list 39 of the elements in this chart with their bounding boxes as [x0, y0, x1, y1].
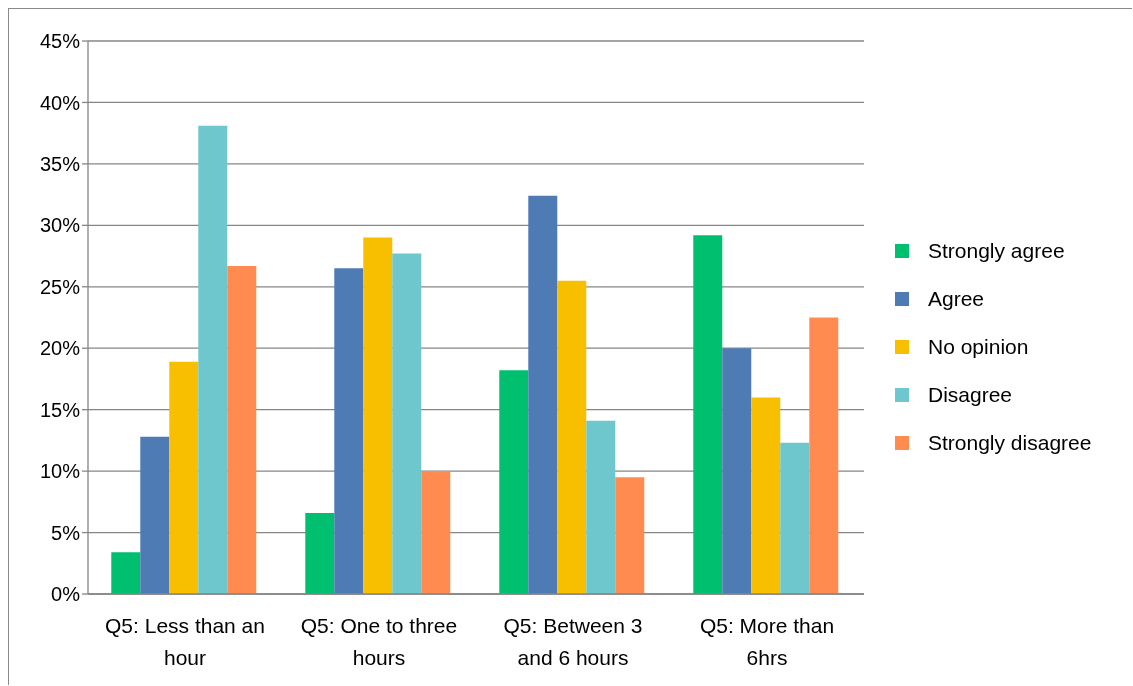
y-tick-label: 15%: [39, 398, 81, 421]
bar: [557, 280, 587, 594]
x-tick-label: Q5: Less than an hour: [105, 614, 265, 669]
y-tick-label: 20%: [39, 337, 81, 360]
bar: [722, 348, 752, 594]
bar: [111, 552, 141, 594]
y-tick-label: 10%: [39, 460, 81, 483]
legend-label: Agree: [928, 287, 985, 311]
bar: [421, 471, 451, 594]
y-tick-label: 45%: [39, 30, 81, 53]
y-tick-label: 0%: [51, 583, 81, 606]
y-tick-label: 40%: [39, 91, 81, 114]
bar: [780, 442, 810, 594]
bar: [809, 317, 839, 594]
bar: [392, 253, 422, 594]
y-tick-label: 35%: [39, 152, 81, 175]
legend-label: Disagree: [928, 383, 1013, 407]
legend-label: No opinion: [928, 335, 1029, 359]
legend-label: Strongly disagree: [928, 431, 1092, 455]
legend-label: Strongly agree: [928, 239, 1065, 263]
bar: [227, 265, 257, 594]
bar: [363, 237, 393, 594]
bar: [305, 512, 335, 594]
y-tick-label: 5%: [51, 521, 81, 544]
bar: [140, 436, 170, 594]
x-tick-label: Q5: Between 3 and 6 hours: [503, 614, 643, 669]
bar: [528, 195, 558, 594]
bar: [499, 370, 529, 594]
x-tick-label: Q5: One to three hours: [300, 614, 458, 669]
bar: [586, 420, 616, 594]
y-tick-label: 25%: [39, 275, 81, 298]
y-tick-label: 30%: [39, 214, 81, 237]
bar: [334, 268, 364, 594]
bar: [169, 361, 199, 594]
bar: [693, 235, 723, 594]
x-tick-label: Q5: More than 6hrs: [699, 614, 835, 669]
bar: [751, 397, 781, 594]
bar: [198, 125, 228, 594]
bar: [615, 477, 645, 594]
